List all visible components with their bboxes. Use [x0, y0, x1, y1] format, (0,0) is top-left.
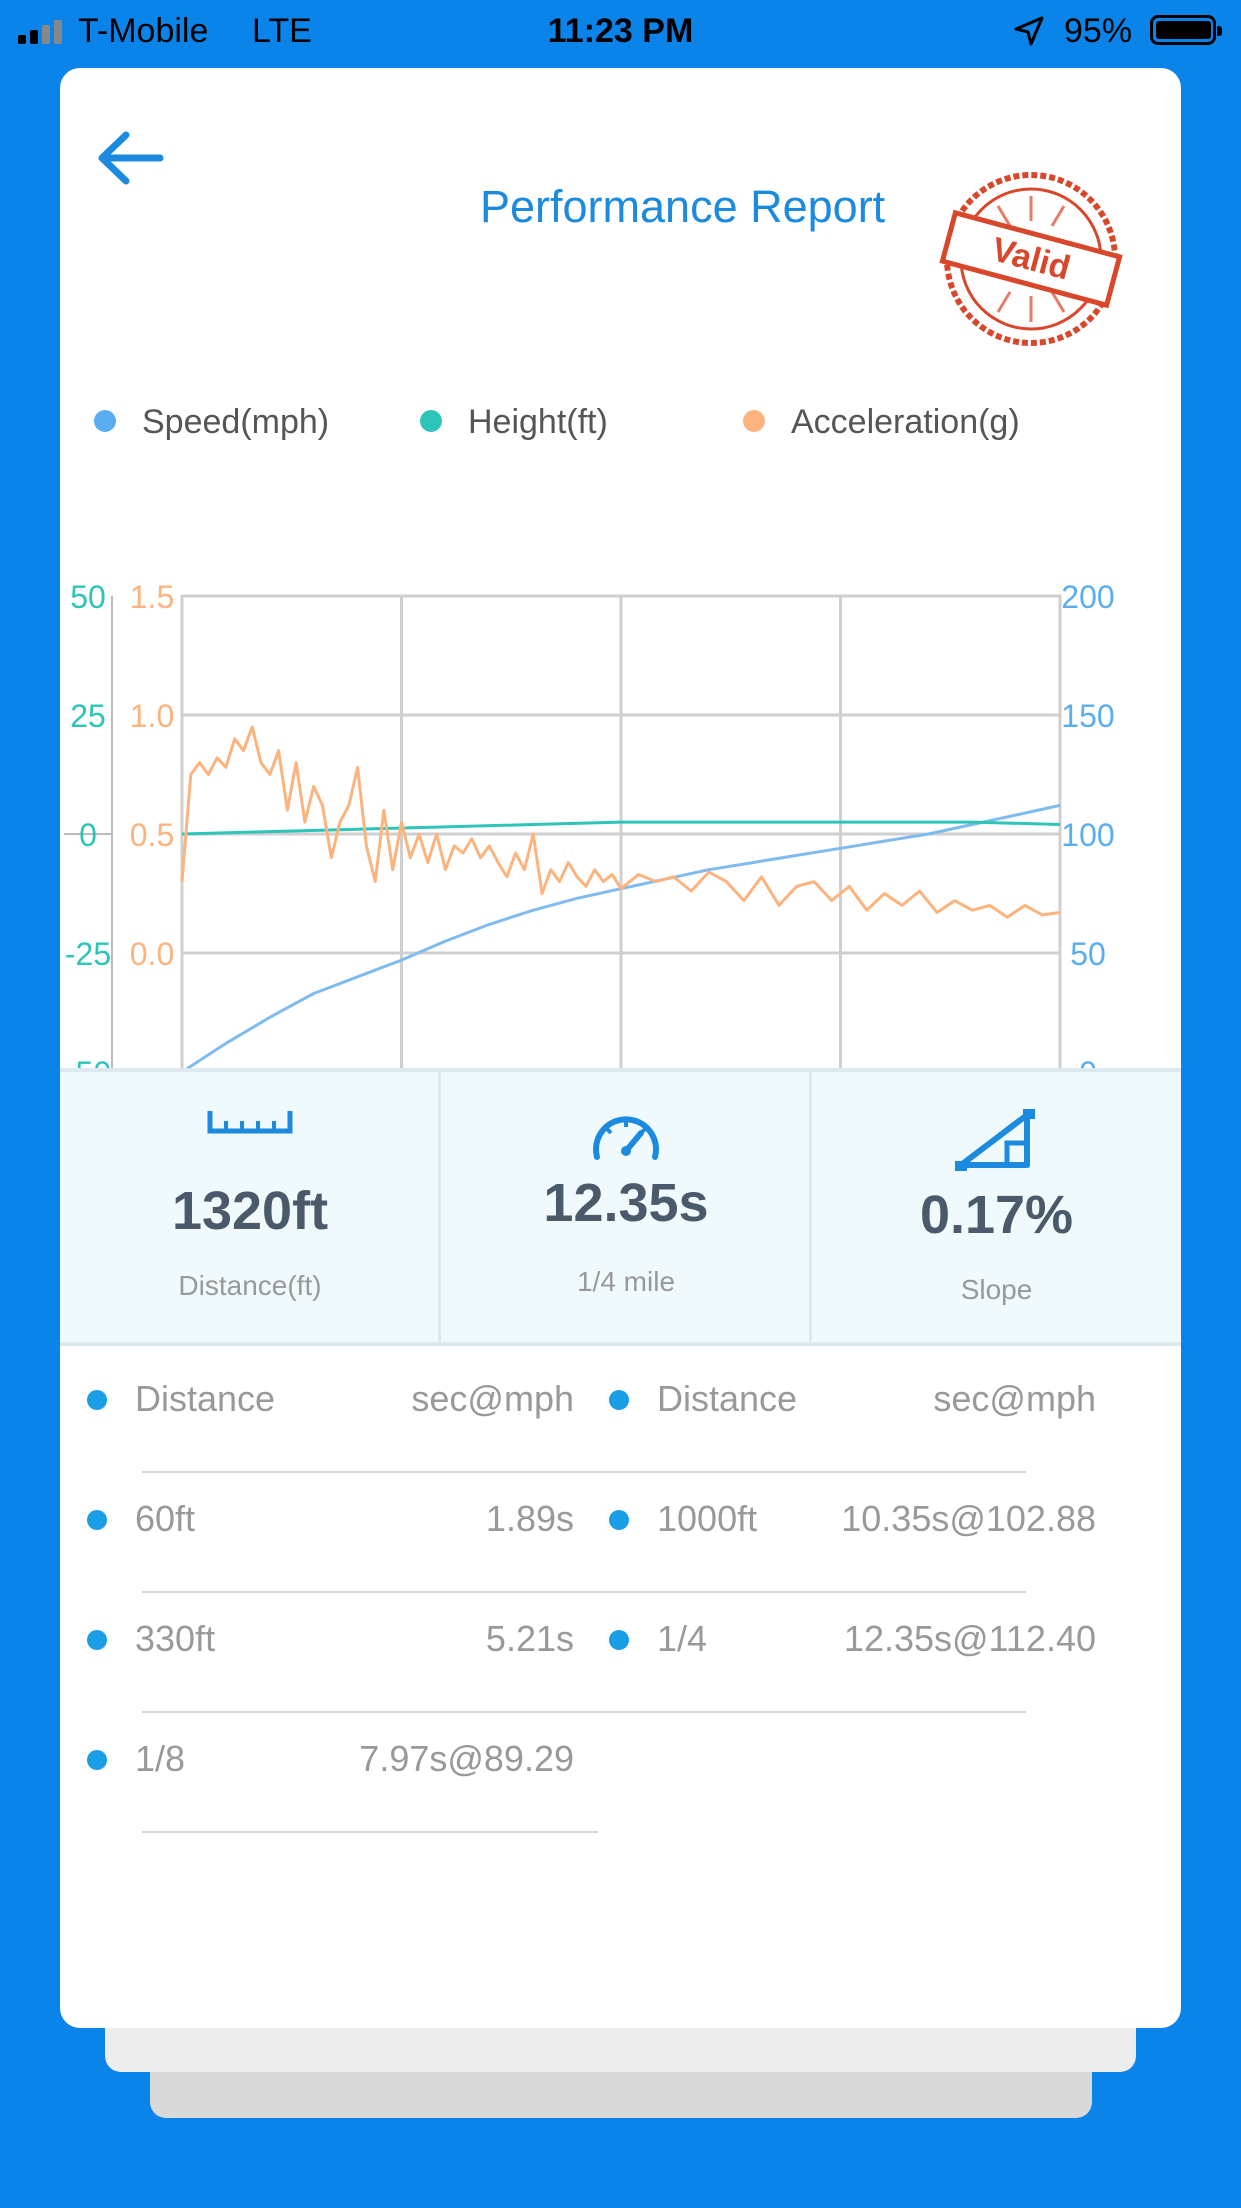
legend-dot [743, 410, 765, 433]
accel-tick-label: 1.0 [130, 698, 174, 734]
legend-speed[interactable]: Speed(mph) [94, 403, 329, 442]
split-distance: 330ft [135, 1618, 216, 1659]
status-bar: T-Mobile LTE 11:23 PM 95% [0, 0, 1241, 62]
height-tick-label: 25 [70, 698, 106, 734]
series-line-height [181, 820, 1061, 836]
ruler-icon [207, 1111, 293, 1134]
table-header: Distance sec@mph [60, 1378, 574, 1438]
split-time: 12.35s@112.40 [843, 1618, 1096, 1659]
row-divider [142, 1471, 1026, 1473]
split-distance: 1/8 [135, 1738, 186, 1779]
accel-tick-label: 0.5 [130, 817, 174, 853]
signal-icon [18, 20, 68, 44]
table-row: 60ft 1.89s [60, 1498, 574, 1558]
battery-icon [1150, 15, 1222, 45]
stat-value: 1320ft [171, 1181, 329, 1241]
clock: 11:23 PM [547, 12, 694, 50]
accel-tick-label: 0.0 [130, 936, 174, 972]
split-distance: 1000ft [657, 1498, 758, 1539]
bullet-dot [609, 1510, 629, 1530]
legend-label: Acceleration(g) [791, 403, 1020, 441]
height-tick-label: -25 [65, 936, 111, 972]
bullet-dot [609, 1630, 629, 1650]
bullet-dot [87, 1390, 107, 1410]
bullet-dot [87, 1510, 107, 1530]
row-divider [142, 1591, 1026, 1593]
stat-divider [438, 1072, 441, 1342]
legend-label: Speed(mph) [142, 403, 330, 441]
table-row: 1/8 7.97s@89.29 [60, 1738, 574, 1798]
speed-tick-label: 100 [1061, 817, 1114, 853]
column-header-time: sec@mph [933, 1378, 1096, 1419]
battery-percent: 95% [1064, 12, 1133, 50]
row-divider [142, 1711, 1026, 1713]
split-time: 5.21s [485, 1618, 574, 1659]
stat-distance: 1320ft Distance(ft) [60, 1072, 440, 1342]
network-type: LTE [252, 12, 312, 50]
bullet-dot [87, 1630, 107, 1650]
speedometer-icon [593, 1116, 659, 1160]
row-divider [142, 1831, 598, 1833]
slope-icon [954, 1109, 1035, 1171]
legend-height[interactable]: Height(ft) [420, 403, 608, 442]
series-line-accel [180, 725, 1061, 919]
table-row: 1000ft 10.35s@102.88 [582, 1498, 1096, 1558]
column-header-distance: Distance [657, 1378, 798, 1419]
stat-label: Distance(ft) [178, 1270, 322, 1301]
split-time: 1.89s [485, 1498, 574, 1539]
chart-lines [180, 725, 1061, 1074]
report-card: Performance Report Valid Speed(mph) Heig… [60, 68, 1181, 2028]
height-tick-label: 50 [70, 579, 106, 615]
height-tick-label: 0 [79, 817, 97, 853]
legend-label: Height(ft) [468, 403, 608, 441]
stat-value: 0.17% [919, 1185, 1074, 1245]
stat-value: 12.35s [543, 1173, 709, 1233]
split-time: 10.35s@102.88 [841, 1498, 1096, 1539]
back-arrow-icon[interactable] [90, 123, 170, 193]
table-header: Distance sec@mph [582, 1378, 1096, 1438]
page-title: Performance Report [480, 181, 886, 232]
stat-quarter-mile: 12.35s 1/4 mile [441, 1072, 811, 1342]
stat-label: Slope [960, 1274, 1033, 1305]
stats-panel: 1320ft Distance(ft) 12.35s 1/4 mile 0.17… [60, 1068, 1181, 1346]
table-row: 1/4 12.35s@112.40 [582, 1618, 1096, 1678]
split-time: 7.97s@89.29 [359, 1738, 574, 1779]
legend-dot [420, 410, 442, 433]
stat-divider [809, 1072, 812, 1342]
column-header-distance: Distance [135, 1378, 276, 1419]
legend-acceleration[interactable]: Acceleration(g) [743, 403, 1020, 442]
legend-dot [94, 410, 116, 433]
accel-tick-label: 1.5 [130, 579, 174, 615]
split-distance: 1/4 [657, 1618, 708, 1659]
bullet-dot [609, 1390, 629, 1410]
valid-stamp-icon: Valid [939, 172, 1123, 346]
carrier-name: T-Mobile [78, 12, 209, 50]
speed-tick-label: 50 [1070, 936, 1106, 972]
speed-tick-label: 200 [1061, 579, 1114, 615]
bullet-dot [87, 1750, 107, 1770]
stat-slope: 0.17% Slope [812, 1072, 1181, 1342]
location-arrow-icon [1014, 16, 1044, 46]
column-header-time: sec@mph [411, 1378, 574, 1419]
split-distance: 60ft [135, 1498, 196, 1539]
table-row: 330ft 5.21s [60, 1618, 574, 1678]
stat-label: 1/4 mile [576, 1266, 676, 1297]
speed-tick-label: 150 [1061, 698, 1114, 734]
